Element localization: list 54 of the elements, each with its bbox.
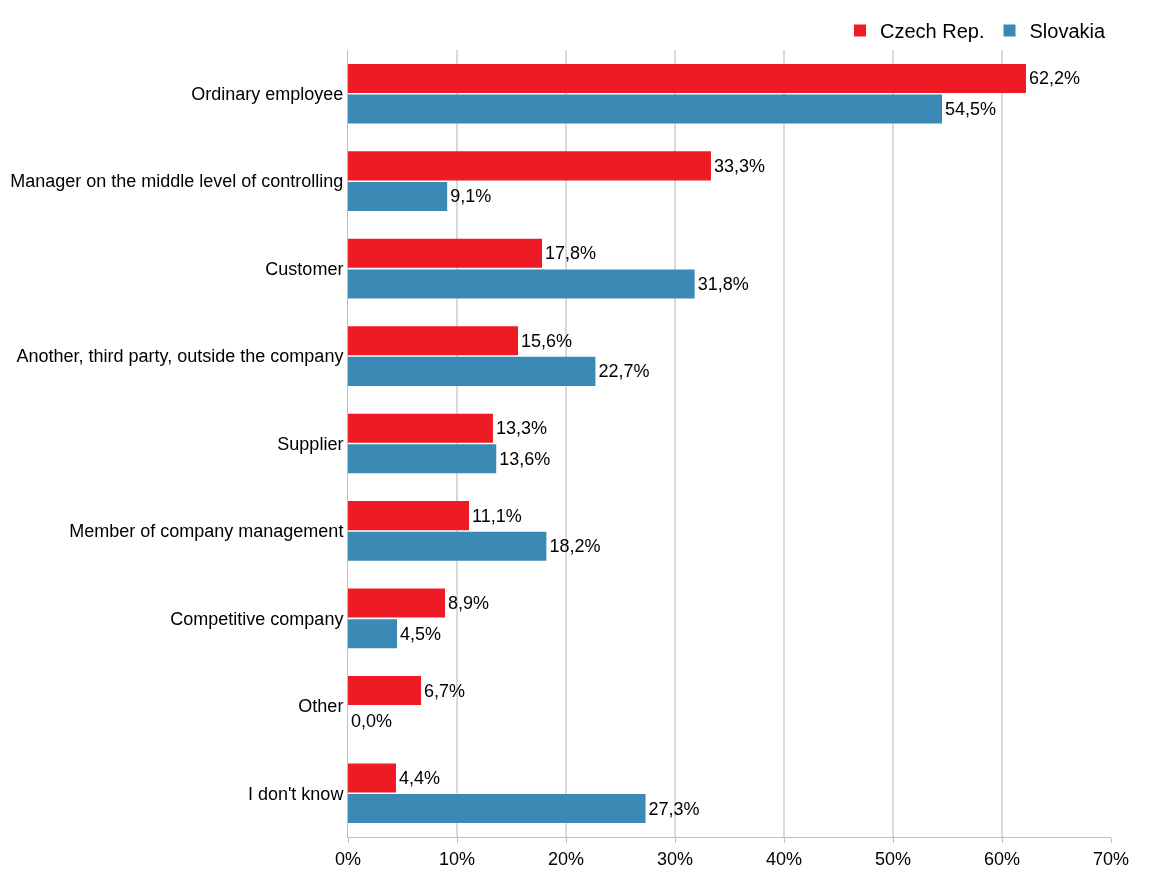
y-tick-label: Member of company management [69,521,344,542]
bar [348,356,596,386]
x-tick-label: 60% [983,848,1021,869]
bar [348,94,943,124]
data-label: 17,8% [545,243,597,264]
data-label: 6,7% [424,680,466,701]
bar [348,675,422,706]
data-label: 11,1% [471,505,522,526]
y-tick-label: Ordinary employee [191,84,344,105]
bar [348,588,446,618]
y-tick-label: Supplier [277,433,344,454]
data-label: 62,2% [1028,68,1081,89]
data-label: 4,5% [400,623,442,644]
legend-label: Czech Rep. [880,20,985,43]
y-tick-label: Manager on the middle level of controlling [10,171,344,192]
data-label: 0,0% [351,711,393,732]
bar [348,413,493,443]
data-label: 22,7% [598,361,650,382]
y-tick-label: Competitive company [170,608,344,629]
x-tick-label: 30% [656,848,694,869]
x-tick-label: 10% [438,848,476,869]
bar [348,238,543,268]
bar [348,269,695,299]
bar [348,763,396,793]
bar [348,501,469,531]
data-label: 27,3% [648,798,700,819]
bar [348,794,646,824]
legend-label: Slovakia [1029,20,1106,43]
y-tick-label: Another, third party, outside the company [16,346,344,367]
bar [348,326,519,356]
x-tick-label: 70% [1092,848,1130,869]
data-label: 33,3% [713,155,766,176]
bar [348,181,448,212]
data-label: 31,8% [697,273,749,294]
y-tick-label: Other [298,696,344,717]
data-label: 13,6% [499,448,551,469]
data-label: 54,5% [945,99,997,120]
bar [348,151,711,181]
y-tick-label: Customer [265,258,344,279]
bar [348,619,398,649]
bar [348,444,497,474]
x-tick-label: 40% [765,848,803,869]
y-tick-label: I don't know [247,783,345,804]
data-label: 13,3% [495,418,548,439]
data-label: 4,4% [398,767,440,788]
x-tick-label: 20% [547,848,585,869]
data-label: 15,6% [521,330,573,351]
bar [348,531,547,561]
bar [348,63,1026,93]
x-tick-label: 0% [334,848,362,869]
data-label: 18,2% [549,536,601,557]
x-tick-label: 50% [874,848,912,869]
data-label: 8,9% [448,593,490,614]
data-label: 9,1% [450,186,492,207]
